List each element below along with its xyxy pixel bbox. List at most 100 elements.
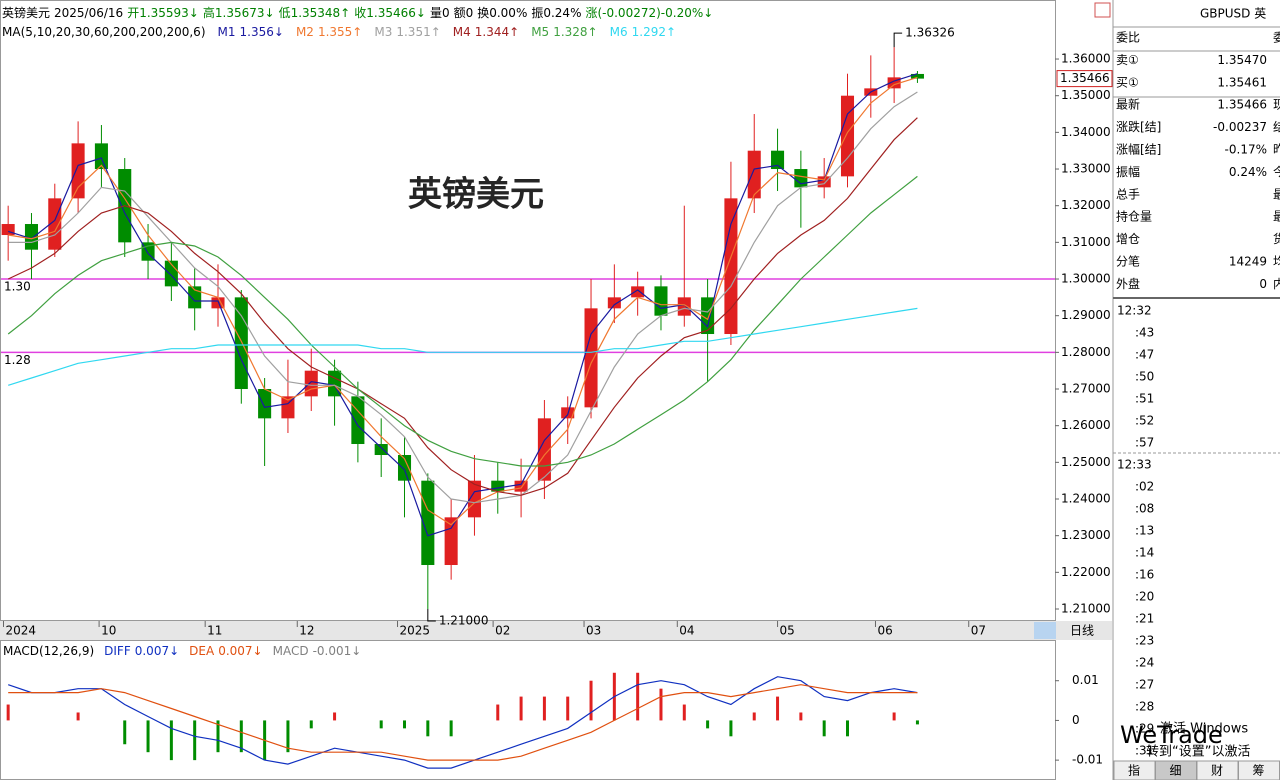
row-label: 总手 [1116, 187, 1140, 201]
legend-name: M1 [218, 25, 236, 39]
legend-name: DEA [189, 644, 215, 658]
tick-time: :23 [1135, 634, 1154, 648]
row-label: 振幅 [1116, 164, 1140, 179]
y-tick-label: 1.31000 [1061, 235, 1111, 249]
row-right: 均 [1273, 255, 1280, 269]
row-label: 卖① [1116, 53, 1139, 67]
macd-title: MACD(12,26,9) [3, 644, 94, 658]
panel-title: GBPUSD 英 [1200, 7, 1266, 21]
tick-time: :31 [1135, 744, 1154, 758]
candle-body [211, 297, 225, 309]
legend-value: 0.007↓ [135, 644, 179, 658]
annotation-leader [427, 609, 436, 622]
row-label: 买① [1116, 75, 1139, 89]
tab-label[interactable]: 财 [1211, 764, 1223, 778]
legend-value: 1.344↑ [475, 25, 519, 39]
row-right: 最 [1273, 187, 1280, 201]
row-value: -0.00237 [1213, 120, 1267, 134]
x-tick-label: 07 [971, 624, 986, 638]
row-right: 结 [1273, 120, 1280, 134]
macd-legend: MACD(12,26,9) DIFF 0.007↓ DEA 0.007↓ MACD -0.0… [3, 644, 361, 658]
y-tick-label: 1.33000 [1061, 162, 1111, 176]
candle-body [794, 169, 808, 188]
period-label[interactable]: 日线 [1070, 624, 1094, 638]
y-tick-label: 1.28000 [1061, 345, 1111, 359]
tab-label[interactable]: 筹 [1252, 764, 1264, 778]
y-tick-label: 1.32000 [1061, 198, 1111, 212]
y-tick-label: 1.35000 [1061, 88, 1111, 102]
candle-body [304, 370, 318, 397]
row-value: 14249 [1229, 255, 1267, 269]
candle-body [374, 444, 388, 456]
candle-body [747, 150, 761, 199]
tick-time: :27 [1135, 678, 1154, 692]
candle-body [887, 77, 901, 89]
header-item: 换0.00% [477, 6, 527, 20]
candle-body [910, 73, 924, 79]
row-value: 1.35461 [1217, 75, 1267, 89]
y-tick-label: 1.30000 [1061, 272, 1111, 286]
tick-time: 12:33 [1117, 458, 1152, 472]
candle-body [1, 224, 15, 236]
legend-name: M5 [531, 25, 549, 39]
y-tick-label: 1.23000 [1061, 528, 1111, 542]
x-tick-label: 11 [207, 624, 222, 638]
y-tick-label: 1.29000 [1061, 308, 1111, 322]
legend-value: 1.351↑ [396, 25, 440, 39]
header-item: 量0 [430, 6, 450, 20]
tick-time: :47 [1135, 348, 1154, 362]
legend-value: -0.001↓ [313, 644, 362, 658]
x-tick-label: 02 [495, 624, 510, 638]
scroll-box[interactable] [1034, 622, 1056, 639]
macd-y-tick-label: 0 [1072, 713, 1080, 727]
row-label: 持仓量 [1116, 209, 1152, 224]
macd-line [8, 684, 918, 761]
main-plot-frame [0, 0, 1056, 621]
legend-name: M2 [296, 25, 314, 39]
row-label: 涨跌[结] [1116, 119, 1161, 134]
candle-body [607, 297, 621, 309]
time-axis-strip [0, 621, 1112, 640]
tick-time: :20 [1135, 590, 1154, 604]
row-label: 最新 [1116, 97, 1140, 112]
watermark-logo: WeTrade [1120, 721, 1223, 749]
ma-legend: MA(5,10,20,30,60,200,200,200,6) M1 1.356↓ M… [2, 25, 676, 39]
tick-time: :13 [1135, 524, 1154, 538]
x-tick-label: 05 [780, 624, 795, 638]
row-right: 内 [1273, 277, 1280, 291]
tick-time: :29 [1135, 722, 1154, 736]
y-tick-label: 1.26000 [1061, 418, 1111, 432]
legend-value: 1.355↑ [318, 25, 362, 39]
tick-time: :08 [1135, 502, 1154, 516]
ma-line [8, 91, 918, 504]
candle-body [234, 297, 248, 390]
header-item: 收1.35466↓ [354, 6, 426, 20]
last-price-box [1056, 70, 1113, 88]
tab-label[interactable]: 细 [1169, 764, 1181, 778]
ma-line [8, 307, 918, 386]
annotation-leader [893, 32, 903, 48]
tick-time: :57 [1135, 436, 1154, 450]
tick-time: :21 [1135, 612, 1154, 626]
candle-body [817, 176, 831, 188]
tab-label[interactable]: 指 [1128, 763, 1140, 778]
tick-time: :51 [1135, 392, 1154, 406]
row-value: 1.35466 [1217, 98, 1267, 112]
row-value: 1.35470 [1217, 53, 1267, 67]
ma-line [8, 73, 918, 537]
legend-name: M4 [453, 25, 471, 39]
row-value: 0 [1259, 277, 1267, 291]
x-tick-label: 2024 [5, 624, 36, 638]
tick-time: :43 [1135, 326, 1154, 340]
ma-line [7, 117, 918, 496]
tick-time: :52 [1135, 414, 1154, 428]
header-item: 低1.35348↑ [279, 6, 351, 20]
row-right: 今 [1273, 164, 1280, 179]
candle-body [514, 480, 528, 492]
window-icon[interactable] [1094, 2, 1111, 18]
row-value: 0.24% [1229, 165, 1267, 179]
level-label: 1.28 [4, 353, 31, 367]
y-tick-label: 1.34000 [1061, 125, 1111, 139]
